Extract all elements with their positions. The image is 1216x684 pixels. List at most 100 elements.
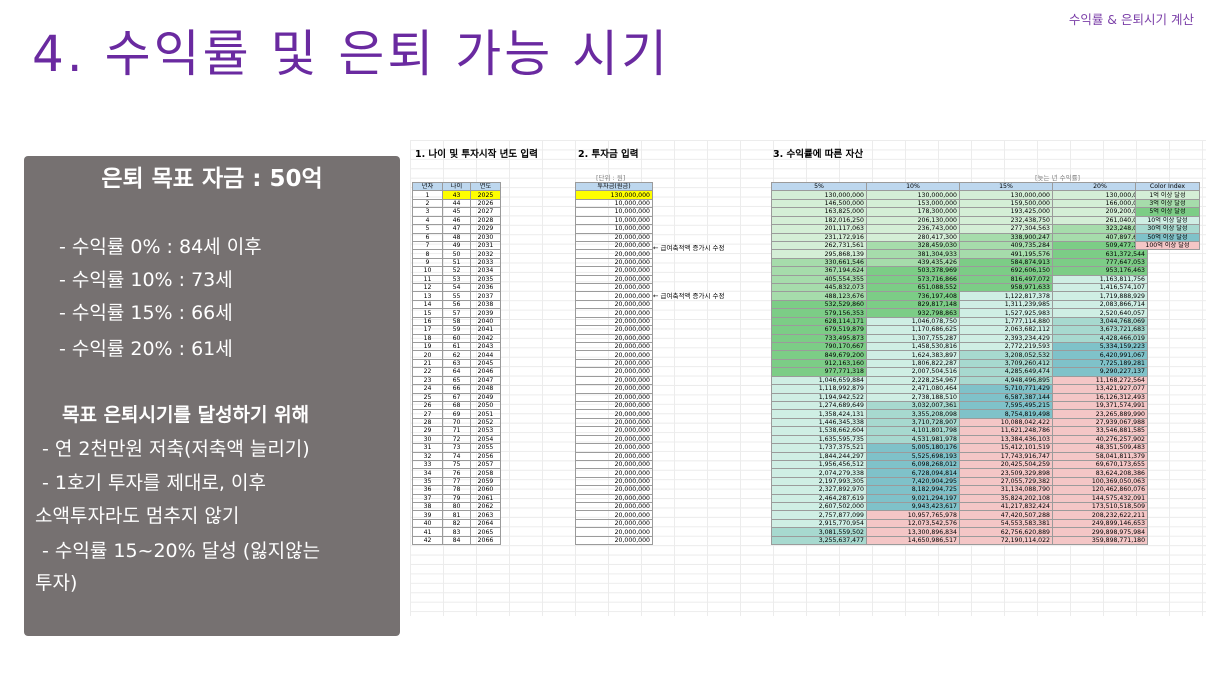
table-row: 19 61 2043 xyxy=(412,341,501,352)
year-cell: 2046 xyxy=(470,367,501,377)
asset-cell-r10: 13,300,896,834 xyxy=(866,527,960,537)
asset-cell-r15: 35,824,202,108 xyxy=(959,493,1053,504)
year-index-cell: 33 xyxy=(412,459,443,470)
asset-cell-r10: 439,435,426 xyxy=(866,257,960,268)
year-cell: 2035 xyxy=(470,274,501,285)
table-row: 18 60 2042 xyxy=(412,333,501,344)
asset-cell-r5: 1,538,662,604 xyxy=(771,426,867,436)
principal-cell: 20,000,000 xyxy=(575,434,653,445)
col-header: 나이 xyxy=(442,181,471,192)
principal-cell: 20,000,000 xyxy=(575,384,653,394)
principal-cell: 20,000,000 xyxy=(575,257,653,268)
age-cell: 72 xyxy=(442,434,471,445)
asset-cell-r10: 2,228,254,967 xyxy=(866,375,960,386)
table-row: 20,000,000 xyxy=(575,400,653,411)
year-index-cell: 1 xyxy=(412,190,443,200)
principal-cell: 20,000,000 xyxy=(575,476,653,487)
table-row: 7 49 2031 xyxy=(412,240,501,251)
table-row: 4 46 2028 xyxy=(412,215,501,226)
year-cell: 2028 xyxy=(470,215,501,226)
year-index-cell: 42 xyxy=(412,535,443,546)
year-cell: 2031 xyxy=(470,240,501,251)
year-index-cell: 19 xyxy=(412,341,443,352)
year-index-cell: 6 xyxy=(412,232,443,242)
asset-cell-r20: 9,290,227,137 xyxy=(1052,367,1148,377)
table-row: 35 77 2059 xyxy=(412,476,501,487)
asset-cell-r20: 1,163,811,756 xyxy=(1052,274,1148,285)
table-row: 1,635,595,735 4,531,981,978 13,384,436,103… xyxy=(771,434,1148,445)
table-row: 8 50 2032 xyxy=(412,249,501,259)
asset-cell-r10: 651,088,552 xyxy=(866,283,960,293)
asset-cell-r5: 733,495,873 xyxy=(771,333,867,344)
asset-cell-r10: 178,300,000 xyxy=(866,207,960,217)
asset-cell-r20: 2,083,866,714 xyxy=(1052,299,1148,310)
asset-cell-r10: 5,005,180,176 xyxy=(866,443,960,453)
year-index-cell: 11 xyxy=(412,274,443,285)
table-row: 1,118,992,879 2,471,080,464 5,710,771,429 1… xyxy=(771,384,1148,394)
age-cell: 46 xyxy=(442,215,471,226)
asset-cell-r5: 295,868,139 xyxy=(771,249,867,259)
asset-cell-r5: 679,519,879 xyxy=(771,325,867,335)
year-cell: 2061 xyxy=(470,493,501,504)
year-index-cell: 23 xyxy=(412,375,443,386)
principal-cell: 20,000,000 xyxy=(575,535,653,546)
asset-cell-r10: 206,130,000 xyxy=(866,215,960,226)
legend-row: 50억 이상 달성 xyxy=(1135,232,1200,242)
year-cell: 2036 xyxy=(470,283,501,293)
year-index-cell: 4 xyxy=(412,215,443,226)
table-row: 20,000,000 xyxy=(575,299,653,310)
age-cell: 76 xyxy=(442,468,471,478)
year-cell: 2052 xyxy=(470,417,501,428)
principal-cell: 20,000,000 xyxy=(575,493,653,504)
table-row: 15 57 2039 xyxy=(412,308,501,318)
asset-cell-r20: 407,897,600 xyxy=(1052,232,1148,242)
asset-cell-r5: 1,844,244,297 xyxy=(771,451,867,461)
asset-cell-r5: 445,832,073 xyxy=(771,283,867,293)
age-cell: 82 xyxy=(442,518,471,529)
year-index-cell: 24 xyxy=(412,384,443,394)
age-cell: 45 xyxy=(442,207,471,217)
age-cell: 48 xyxy=(442,232,471,242)
year-index-cell: 5 xyxy=(412,224,443,234)
age-cell: 83 xyxy=(442,527,471,537)
year-cell: 2066 xyxy=(470,535,501,546)
table-row: 14 56 2038 xyxy=(412,299,501,310)
edit-note: ← 급여축적액 증가시 수정 xyxy=(653,292,725,300)
table-row: 445,832,073 651,088,552 958,971,633 1,416,5… xyxy=(771,283,1148,293)
asset-cell-r5: 3,081,559,502 xyxy=(771,527,867,537)
year-cell: 2025 xyxy=(470,190,501,200)
unit-note: [단위 : 원] xyxy=(596,174,626,182)
table-row: 488,123,676 736,197,408 1,122,817,378 1,719… xyxy=(771,291,1148,301)
year-index-cell: 32 xyxy=(412,451,443,461)
asset-cell-r5: 790,170,667 xyxy=(771,341,867,352)
asset-cell-r20: 83,624,208,386 xyxy=(1052,468,1148,478)
table-row: 2,464,287,619 9,021,294,197 35,824,202,108… xyxy=(771,493,1148,504)
asset-cell-r10: 1,046,078,750 xyxy=(866,316,960,327)
table-row: 130,000,000 130,000,000 130,000,000 130,000… xyxy=(771,190,1148,200)
asset-cell-r15: 232,438,750 xyxy=(959,215,1053,226)
legend-row: 1억 이상 달성 xyxy=(1135,190,1200,200)
asset-cell-r10: 1,170,686,625 xyxy=(866,325,960,335)
asset-cell-r5: 262,731,561 xyxy=(771,240,867,251)
year-cell: 2054 xyxy=(470,434,501,445)
asset-cell-r20: 23,265,889,990 xyxy=(1052,409,1148,419)
table-row: 5 47 2029 xyxy=(412,224,501,234)
asset-cell-r20: 261,040,000 xyxy=(1052,215,1148,226)
table-row: 9 51 2033 xyxy=(412,257,501,268)
table-row: 20,000,000 xyxy=(575,426,653,436)
age-cell: 54 xyxy=(442,283,471,293)
principal-cell: 10,000,000 xyxy=(575,215,653,226)
asset-cell-r10: 10,957,765,978 xyxy=(866,510,960,520)
asset-cell-r20: 5,334,159,223 xyxy=(1052,341,1148,352)
asset-cell-r20: 6,420,991,067 xyxy=(1052,350,1148,360)
age-cell: 53 xyxy=(442,274,471,285)
principal-cell: 20,000,000 xyxy=(575,426,653,436)
principal-cell: 20,000,000 xyxy=(575,468,653,478)
table-row: 20,000,000 xyxy=(575,443,653,453)
rate-line: - 수익률 15% : 66세 xyxy=(59,302,233,324)
table-row: 12 54 2036 xyxy=(412,283,501,293)
asset-cell-r15: 2,063,682,112 xyxy=(959,325,1053,335)
age-cell: 77 xyxy=(442,476,471,487)
plan-title: 목표 은퇴시기를 달성하기 위해 xyxy=(62,404,310,426)
principal-cell: 20,000,000 xyxy=(575,518,653,529)
